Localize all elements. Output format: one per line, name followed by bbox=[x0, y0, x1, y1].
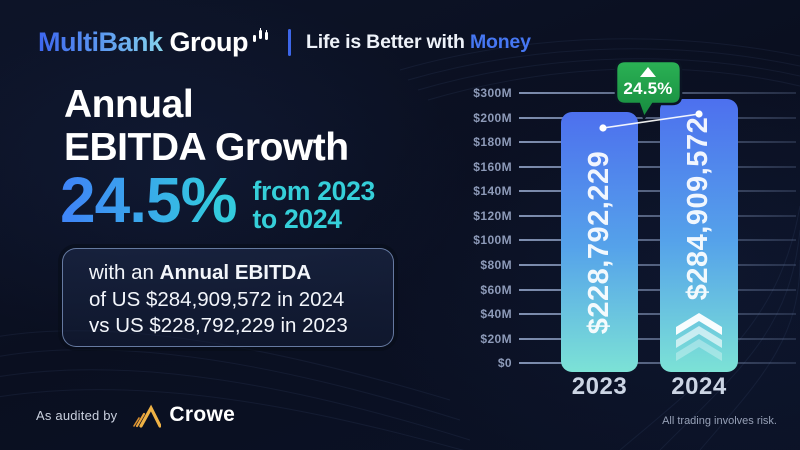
crowe-logo: Crowe bbox=[133, 402, 235, 428]
y-axis-tick: $140M bbox=[440, 183, 796, 199]
summary-line-1: with an Annual EBITDA bbox=[89, 261, 312, 284]
gridline bbox=[519, 239, 796, 241]
candlestick-chart-icon bbox=[253, 27, 269, 42]
tagline-highlight: Money bbox=[469, 31, 531, 53]
summary-box: with an Annual EBITDA of US $284,909,572… bbox=[62, 248, 394, 347]
chevrons-up-icon bbox=[676, 313, 722, 361]
tick-label: $40M bbox=[480, 307, 512, 321]
summary-line-3: vs US $228,792,229 in 2023 bbox=[89, 314, 348, 338]
gridline bbox=[519, 338, 796, 340]
y-axis-tick: $60M bbox=[440, 282, 796, 298]
growth-percent: 24.5% bbox=[60, 164, 237, 236]
growth-period-line2: to 2024 bbox=[252, 203, 342, 234]
tick-label: $180M bbox=[473, 135, 512, 149]
tick-label: $140M bbox=[473, 184, 512, 198]
trend-line bbox=[599, 110, 703, 132]
gridline bbox=[519, 190, 796, 192]
growth-badge: 24.5% bbox=[613, 59, 685, 126]
crowe-wordmark: Crowe bbox=[169, 403, 236, 426]
y-axis-tick: $40M bbox=[440, 306, 796, 322]
growth-figure: 24.5% from 2023 to 2024 bbox=[60, 168, 375, 233]
brand-header: MultiBank Group Life is Better with Mone… bbox=[38, 27, 531, 58]
logo-group: Group bbox=[169, 27, 249, 57]
bar-value-label-2023: $228,792,229 bbox=[583, 150, 615, 334]
crowe-mountain-icon bbox=[133, 404, 162, 428]
tick-label: $80M bbox=[480, 258, 512, 272]
tagline-text: Life is Better with bbox=[306, 31, 465, 53]
gridline bbox=[519, 313, 796, 315]
audited-by: As audited by Crowe bbox=[36, 402, 235, 428]
tick-label: $200M bbox=[473, 111, 512, 125]
audited-by-label: As audited by bbox=[36, 407, 118, 423]
tick-label: $300M bbox=[473, 86, 512, 100]
gridline bbox=[519, 166, 796, 168]
y-axis-tick: $20M bbox=[440, 331, 796, 347]
risk-disclaimer: All trading involves risk. bbox=[662, 415, 777, 427]
logo-multibank: MultiBank bbox=[38, 27, 163, 57]
bar-2023: $228,792,229 bbox=[561, 112, 638, 372]
tick-label: $60M bbox=[480, 283, 512, 297]
gridline bbox=[519, 289, 796, 291]
tick-label: $100M bbox=[473, 233, 512, 247]
growth-period-line1: from 2023 bbox=[252, 176, 375, 206]
badge-label: 24.5% bbox=[623, 79, 673, 98]
gridline bbox=[519, 141, 796, 143]
gridline bbox=[519, 117, 796, 119]
gridline bbox=[519, 215, 796, 217]
y-axis-tick: $120M bbox=[440, 208, 796, 224]
tick-label: $20M bbox=[480, 332, 512, 346]
tick-label: $120M bbox=[473, 209, 512, 223]
x-label-2024: 2024 bbox=[671, 373, 727, 400]
logo-divider bbox=[288, 29, 292, 56]
headline-line2: EBITDA Growth bbox=[64, 125, 349, 169]
page-title: Annual EBITDA Growth bbox=[64, 83, 349, 169]
y-axis-tick: $180M bbox=[440, 134, 796, 150]
y-axis-tick: $100M bbox=[440, 232, 796, 248]
brand-tagline: Life is Better with Money bbox=[306, 31, 531, 54]
tick-label: $0 bbox=[497, 356, 512, 370]
y-axis-tick: $200M bbox=[440, 110, 796, 126]
gridline bbox=[519, 264, 796, 266]
y-axis-tick: $160M bbox=[440, 159, 796, 175]
gridline bbox=[519, 362, 796, 364]
x-label-2023: 2023 bbox=[571, 373, 628, 400]
y-axis-tick: $80M bbox=[440, 257, 796, 273]
headline-line1: Annual bbox=[64, 83, 194, 126]
growth-period: from 2023 to 2024 bbox=[252, 176, 375, 234]
badge-up-triangle-icon bbox=[640, 67, 656, 77]
summary-line-2: of US $284,909,572 in 2024 bbox=[89, 287, 345, 311]
y-axis-tick: $0 bbox=[440, 355, 796, 371]
tick-label: $160M bbox=[473, 160, 512, 174]
bar-2024: $284,909,572 bbox=[660, 99, 738, 372]
